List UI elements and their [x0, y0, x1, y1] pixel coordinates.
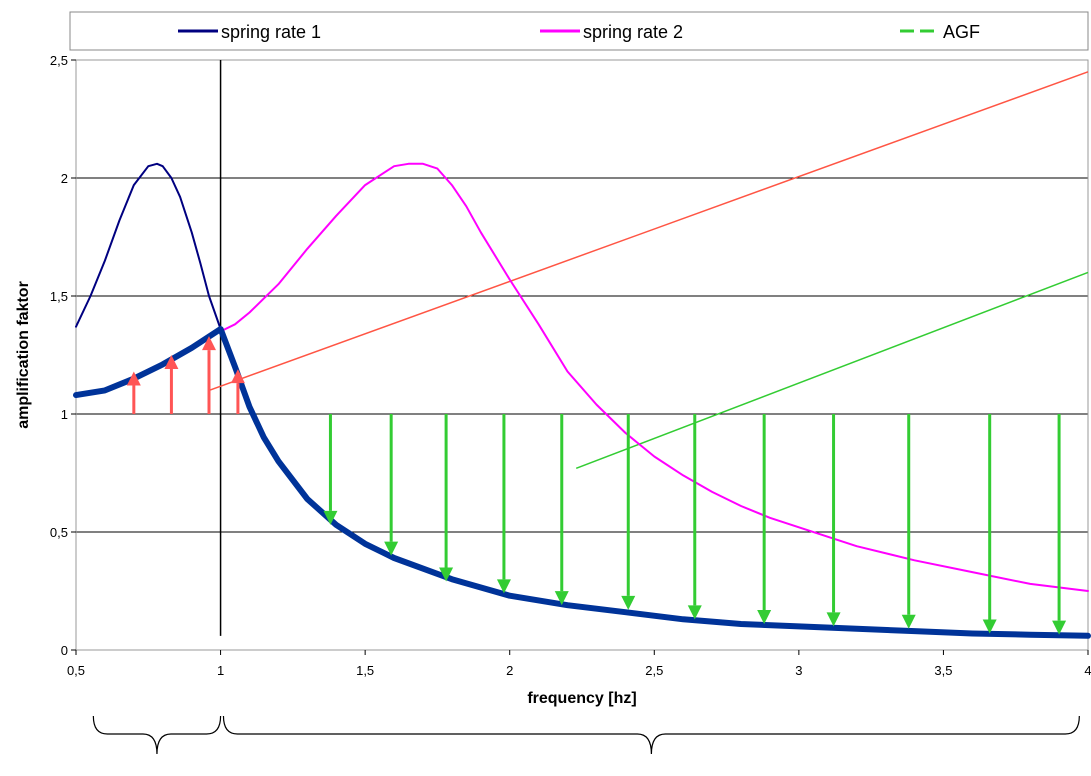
arrow-down — [439, 414, 454, 582]
series-line-spring-rate-1 — [75, 162, 222, 330]
arrow-up — [230, 369, 245, 414]
arrow-up — [164, 355, 179, 414]
reference-lines — [208, 60, 1089, 636]
legend-label: AGF — [943, 22, 980, 42]
x-tick-label: 2,5 — [645, 663, 663, 678]
arrow-up — [202, 336, 217, 414]
y-tick-label: 2 — [61, 171, 68, 186]
arrow-down — [554, 414, 569, 606]
x-tick-label: 3,5 — [934, 663, 952, 678]
x-tick-label: 1 — [217, 663, 224, 678]
arrow-down — [982, 414, 997, 634]
y-tick-label: 0 — [61, 643, 68, 658]
y-tick-label: 1 — [61, 407, 68, 422]
x-tick-label: 1,5 — [356, 663, 374, 678]
arrow-down — [687, 414, 702, 620]
x-axis-title: frequency [hz] — [527, 690, 636, 707]
brace-2 — [222, 715, 1080, 755]
y-tick-label: 1,5 — [50, 289, 68, 304]
series-line-agf — [73, 326, 1091, 639]
x-tick-label: 2 — [506, 663, 513, 678]
tick-labels: 0 0,5 1 1,5 2 2,5 0,5 1 1,5 2 2,5 3 3,5 4 — [50, 53, 1091, 678]
arrow-up — [126, 371, 141, 414]
y-tick-label: 2,5 — [50, 53, 68, 68]
trend-line — [208, 71, 1089, 392]
series-line-spring-rate-2 — [219, 162, 1089, 592]
arrow-down — [621, 414, 636, 610]
braces — [92, 715, 1080, 755]
series — [73, 162, 1091, 639]
y-axis-title: amplification faktor — [15, 281, 32, 429]
arrow-down — [901, 414, 916, 629]
brace-1 — [92, 715, 222, 755]
x-tick-label: 3 — [795, 663, 802, 678]
legend-entry-spring-rate-1: spring rate 1 — [178, 22, 321, 42]
arrow-down — [826, 414, 841, 627]
legend-label: spring rate 2 — [583, 22, 683, 42]
arrow-down — [384, 414, 399, 556]
arrow-down — [323, 414, 338, 525]
legend: spring rate 1 spring rate 2 AGF — [178, 22, 980, 42]
y-tick-label: 0,5 — [50, 525, 68, 540]
x-tick-label: 0,5 — [67, 663, 85, 678]
arrows — [126, 336, 1067, 635]
legend-entry-spring-rate-2: spring rate 2 — [540, 22, 683, 42]
trend-line — [575, 271, 1089, 469]
arrow-down — [757, 414, 772, 625]
legend-label: spring rate 1 — [221, 22, 321, 42]
arrow-down — [496, 414, 511, 594]
x-tick-label: 4 — [1084, 663, 1091, 678]
arrow-down — [1052, 414, 1067, 635]
plot-area — [75, 59, 1089, 651]
legend-entry-agf: AGF — [900, 22, 980, 42]
